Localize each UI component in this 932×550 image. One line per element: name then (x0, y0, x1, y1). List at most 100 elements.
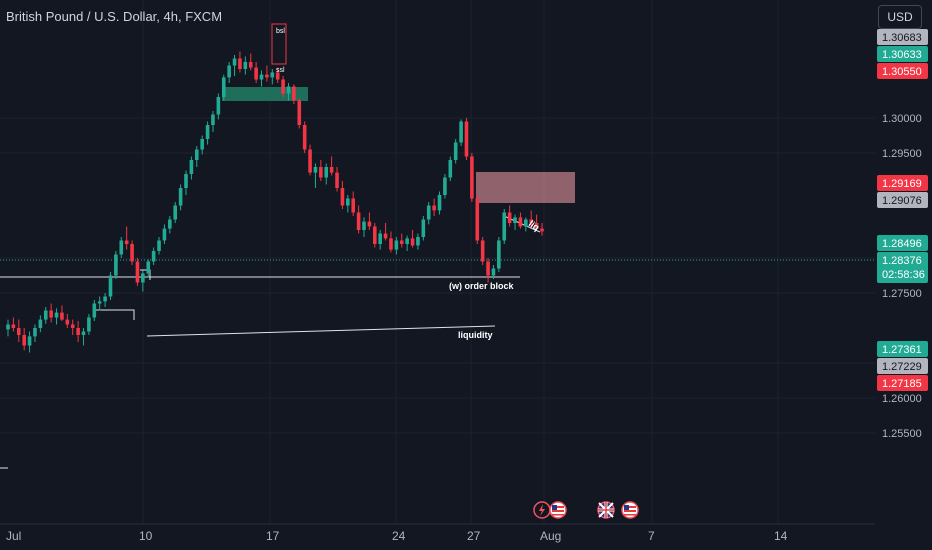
candle-body (410, 238, 415, 246)
price-label-text: 1.27185 (882, 378, 922, 390)
candle-body (135, 261, 140, 283)
candle-body (346, 198, 350, 206)
swing-marker (96, 309, 135, 320)
bsl-label: bsl (276, 28, 285, 35)
candle-body (394, 240, 399, 250)
price-label-text: 1.30683 (882, 32, 922, 44)
candle-body (6, 324, 10, 330)
price-tick: 1.25500 (882, 428, 922, 440)
candle-body (178, 188, 183, 206)
candle-body (475, 198, 480, 241)
candle-body (114, 254, 118, 276)
zones (222, 87, 575, 203)
candle-body (308, 149, 312, 173)
candle-body (416, 237, 420, 246)
candle-body (275, 72, 280, 80)
candle-body (146, 261, 151, 274)
candle-body (491, 268, 496, 276)
candle-body (319, 167, 323, 178)
bullish-fvg-zone[interactable] (222, 87, 308, 101)
time-tick: Aug (540, 529, 561, 543)
candle-body (103, 296, 107, 302)
candle-body (367, 221, 372, 227)
price-label-bg (877, 375, 928, 391)
candle-body (470, 156, 474, 199)
candle-body (54, 312, 59, 318)
candle-body (22, 335, 26, 346)
time-tick: 17 (266, 529, 280, 543)
candles (6, 51, 544, 353)
countdown-text: 02:58:36 (882, 269, 925, 281)
price-label-text: 1.29076 (882, 195, 922, 207)
us-flag-icon[interactable] (549, 501, 567, 519)
candle-body (70, 324, 75, 328)
candle-body (297, 100, 302, 125)
price-label-text: 1.30550 (882, 66, 922, 78)
price-label-bg (877, 235, 928, 251)
candle-body (383, 233, 388, 239)
candle-body (200, 139, 204, 150)
currency-button[interactable]: USD (878, 5, 922, 29)
candle-body (243, 62, 248, 69)
candle-body (265, 74, 269, 78)
candle-body (151, 251, 156, 262)
candle-body (448, 160, 453, 178)
order-block-label: (w) order block (449, 281, 515, 291)
price-axis[interactable]: 1.300001.295001.280001.275001.265001.260… (875, 0, 932, 550)
candle-body (405, 238, 409, 244)
candle-body (507, 212, 512, 223)
candle-body (502, 212, 507, 241)
candle-body (281, 79, 285, 94)
price-label-text: 1.27361 (882, 344, 922, 356)
price-label: 1.30550 (877, 63, 928, 79)
bearish-supply-zone[interactable] (476, 172, 575, 203)
candle-body (464, 121, 469, 157)
candle-body (421, 219, 426, 237)
time-tick: 10 (139, 529, 153, 543)
candle-body (486, 261, 490, 276)
candle-body (497, 240, 501, 269)
price-label: 1.27229 (877, 358, 928, 374)
candle-body (81, 331, 86, 335)
symbol-title[interactable]: British Pound / U.S. Dollar, 4h, FXCM (6, 9, 223, 24)
candle-body (459, 121, 463, 143)
candle-body (108, 275, 113, 297)
candle-body (254, 67, 258, 80)
candle-body (340, 188, 345, 206)
liq-label: liq (527, 218, 541, 232)
price-label-bg (877, 63, 928, 79)
price-tick: 1.30000 (882, 113, 922, 125)
candle-body (324, 167, 329, 178)
bsl-box (271, 23, 287, 65)
lightning-icon[interactable] (533, 501, 551, 519)
time-tick: 27 (467, 529, 481, 543)
price-tick: 1.26000 (882, 393, 922, 405)
annotations: (w) order block liquidity liq bsl ssl (276, 28, 541, 340)
grid (0, 0, 875, 524)
candle-body (389, 238, 393, 250)
time-tick: Jul (6, 529, 21, 543)
candle-body (65, 319, 70, 325)
price-label-bg (877, 175, 928, 191)
candle-body (221, 77, 226, 97)
price-label: 1.29076 (877, 192, 928, 208)
candle-body (76, 328, 80, 335)
liquidity-label: liquidity (458, 330, 493, 340)
candle-body (313, 167, 318, 173)
candle-body (211, 114, 215, 125)
price-label-text: 1.30633 (882, 49, 922, 61)
liquidity-trendline[interactable] (146, 325, 496, 337)
time-axis[interactable]: Jul 10 17 24 27 Aug 7 14 (0, 523, 875, 543)
price-label-bg (877, 46, 928, 62)
event-icons[interactable] (533, 501, 639, 519)
candle-body (351, 198, 356, 213)
price-label-bg (877, 29, 928, 45)
uk-flag-icon[interactable] (597, 501, 615, 519)
last-price-bg (877, 252, 928, 283)
candle-body (534, 223, 539, 229)
last-price-text: 1.28376 (882, 255, 922, 267)
us-flag-icon[interactable] (621, 501, 639, 519)
price-label-bg (877, 341, 928, 357)
price-label-text: 1.29169 (882, 178, 922, 190)
